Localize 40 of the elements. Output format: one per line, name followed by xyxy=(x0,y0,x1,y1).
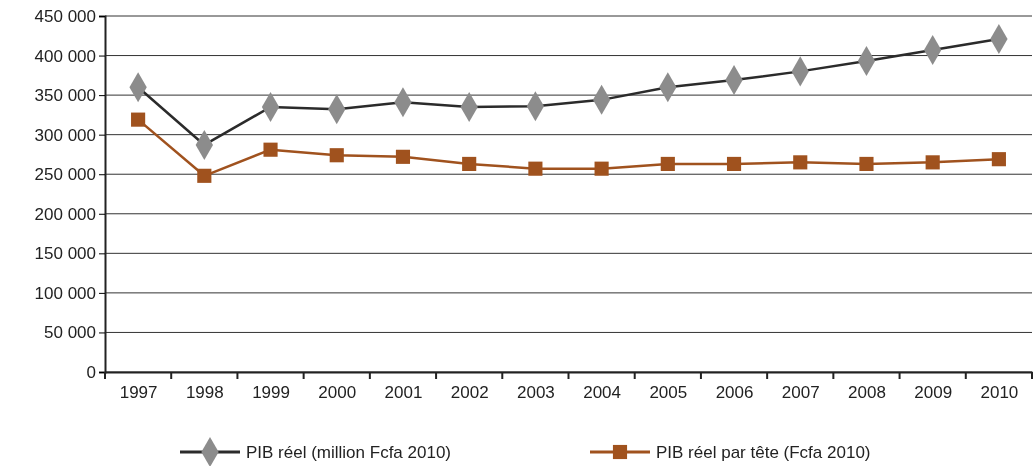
point xyxy=(859,156,874,172)
y-tick-label: 150 000 xyxy=(34,244,96,264)
x-tick-label: 2003 xyxy=(516,383,555,403)
point xyxy=(197,168,212,183)
x-tick-label: 2000 xyxy=(318,383,357,403)
x-tick-label: 2001 xyxy=(384,383,423,403)
legend-label: PIB réel par tête (Fcfa 2010) xyxy=(656,442,871,462)
y-tick-label: 50 000 xyxy=(44,323,96,343)
y-tick-label: 250 000 xyxy=(34,165,96,185)
point xyxy=(528,161,543,176)
point xyxy=(793,155,808,170)
x-tick-label: 2006 xyxy=(715,383,754,403)
legend-label: PIB réel (million Fcfa 2010) xyxy=(246,442,452,462)
x-tick-label: 2010 xyxy=(980,383,1019,403)
point xyxy=(395,149,411,164)
x-tick-label: 1997 xyxy=(119,383,158,403)
y-tick-label: 100 000 xyxy=(34,283,96,303)
point xyxy=(329,148,344,163)
point xyxy=(594,161,609,176)
point xyxy=(462,156,477,172)
x-tick-label: 2009 xyxy=(914,383,953,403)
y-tick-label: 450 000 xyxy=(34,6,96,26)
y-tick-label: 200 000 xyxy=(34,204,96,224)
x-tick-label: 2008 xyxy=(848,383,886,403)
x-tick-label: 2007 xyxy=(781,383,820,403)
x-tick-label: 2002 xyxy=(450,383,489,403)
y-tick-label: 350 000 xyxy=(34,86,96,106)
x-tick-label: 1999 xyxy=(252,383,290,403)
y-tick-label: 0 xyxy=(86,362,96,382)
point xyxy=(263,142,278,157)
x-tick-label: 1998 xyxy=(185,383,224,403)
point xyxy=(131,112,146,127)
point xyxy=(925,155,940,170)
x-tick-label: 2004 xyxy=(583,383,622,403)
point xyxy=(991,152,1006,167)
point xyxy=(726,156,742,172)
y-tick-label: 400 000 xyxy=(34,46,96,66)
point xyxy=(660,156,675,172)
y-tick-label: 300 000 xyxy=(34,125,96,145)
x-tick-label: 2005 xyxy=(649,383,688,403)
